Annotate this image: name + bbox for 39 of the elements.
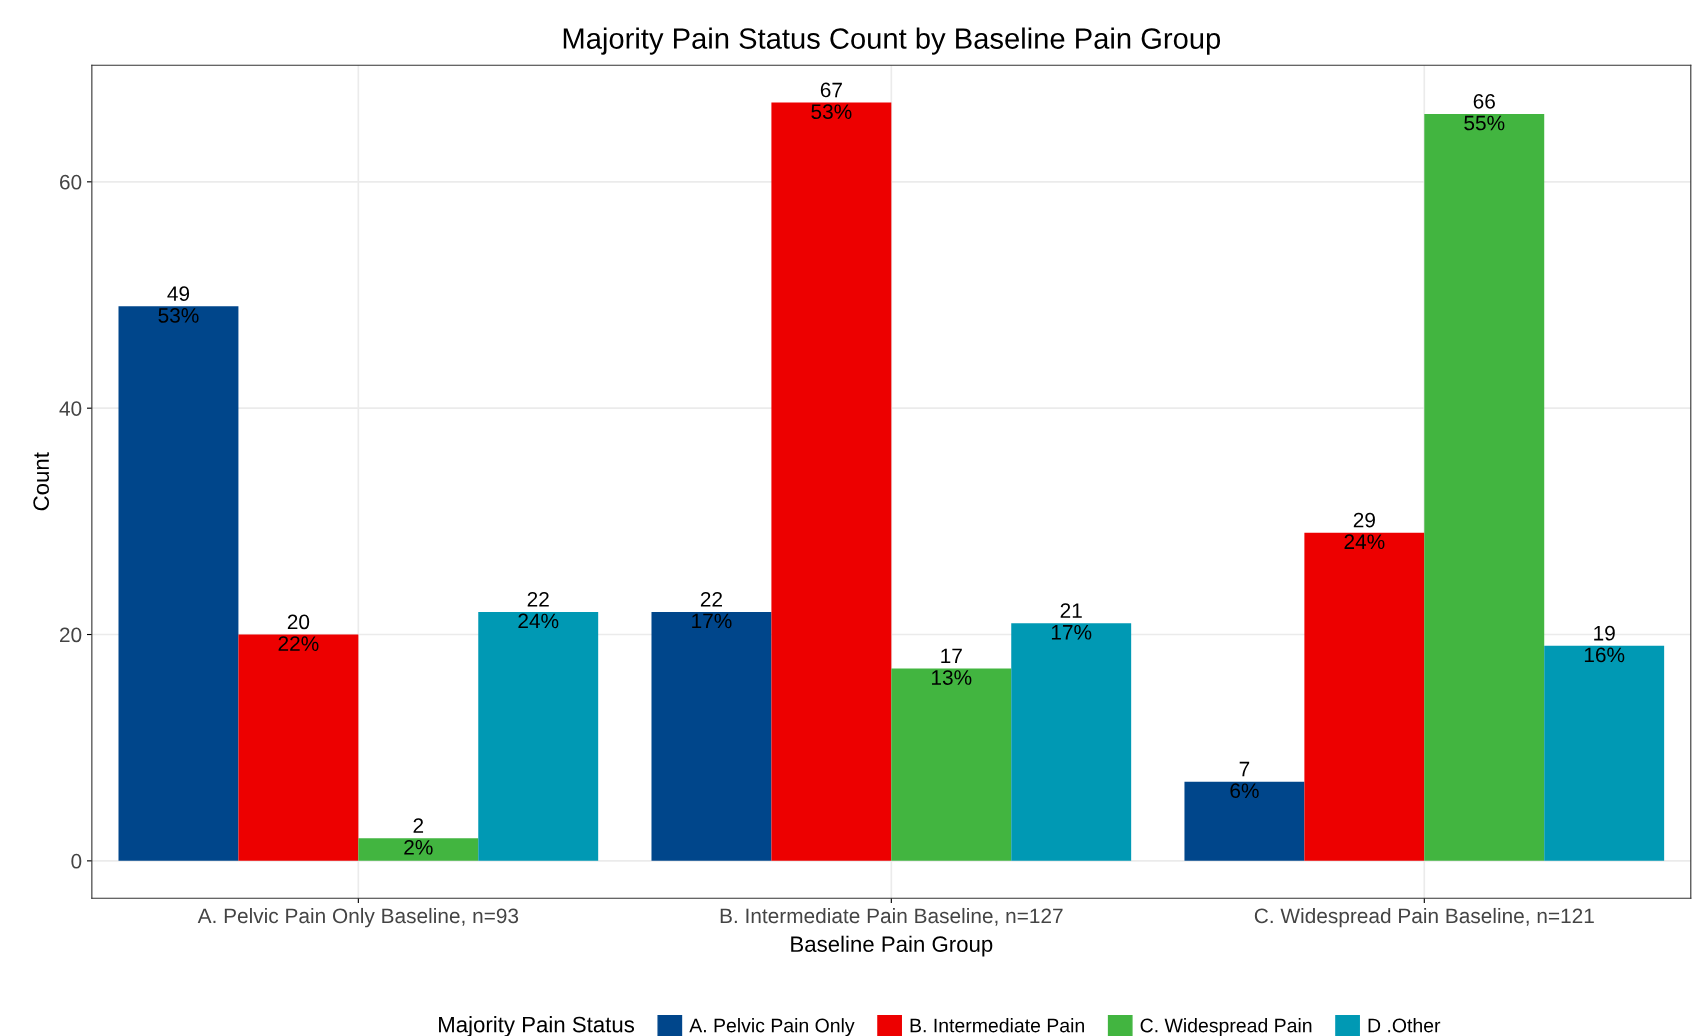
data-label: 17 13%: [932, 648, 972, 685]
y-tick-label: 60: [60, 174, 82, 190]
legend-label: C. Widespread Pain: [1140, 1018, 1312, 1036]
y-axis-title: Count: [33, 452, 50, 511]
data-label: 22 17%: [692, 591, 732, 629]
legend-title: Majority Pain Status: [439, 1016, 635, 1036]
x-axis-title: Baseline Pain Group: [791, 935, 993, 957]
bar: [478, 611, 599, 861]
legend-label: A. Pelvic Pain Only: [689, 1018, 855, 1036]
x-tick-label: B. Intermediate Pain Baseline, n=127: [720, 907, 1063, 926]
bar: [118, 306, 239, 861]
data-label: 21 17%: [1051, 603, 1092, 640]
x-tick-label: C. Widespread Pain Baseline, n=121: [1254, 907, 1594, 928]
data-label: 7 6%: [1230, 761, 1259, 799]
data-label: 49 53%: [158, 286, 199, 323]
bar: [651, 611, 772, 861]
y-tick-label: 20: [60, 627, 82, 643]
bar: [1011, 623, 1132, 861]
data-label: 29 24%: [1344, 512, 1385, 550]
bar: [238, 634, 359, 861]
data-label: 67 53%: [811, 82, 852, 120]
y-tick-label: 40: [59, 401, 82, 416]
y-tick-label: 0: [71, 853, 82, 869]
bar: [1424, 113, 1545, 861]
bar: [1184, 781, 1305, 861]
data-label: 19 16%: [1584, 625, 1625, 663]
data-label: 66 55%: [1464, 93, 1505, 131]
bar: [891, 668, 1012, 861]
data-label: 2 2%: [404, 818, 433, 855]
legend-label: B. Intermediate Pain: [910, 1018, 1084, 1033]
data-label: 22 24%: [518, 591, 559, 629]
x-tick-label: A. Pelvic Pain Only Baseline, n=93: [197, 907, 519, 928]
bar: [1544, 645, 1665, 861]
chart-title: Majority Pain Status Count by Baseline Pain Group: [563, 27, 1221, 55]
bar: [771, 102, 892, 861]
legend-label: D .Other: [1368, 1018, 1441, 1033]
data-label: 20 22%: [278, 614, 319, 651]
bar: [358, 838, 479, 861]
bar: [1304, 532, 1425, 861]
